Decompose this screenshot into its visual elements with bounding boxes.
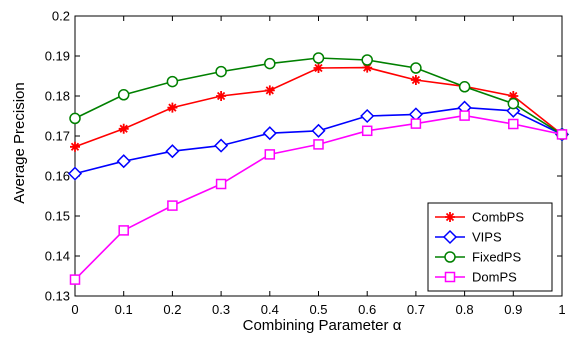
- data-point-fixedps: [264, 57, 276, 70]
- x-tick-label: 0.3: [212, 302, 230, 317]
- data-point-domps: [508, 118, 519, 130]
- y-tick-label: 0.15: [45, 209, 70, 224]
- data-point-fixedps: [215, 65, 227, 78]
- data-point-vips: [214, 138, 229, 153]
- x-tick-label: 0.1: [115, 302, 133, 317]
- x-tick-label: 0.8: [456, 302, 474, 317]
- legend-label-combps: CombPS: [472, 210, 524, 225]
- y-axis-ticks: 0.13 0.14 0.15 0.16 0.17 0.18 0.19 0.2: [45, 9, 562, 304]
- x-tick-label: 0.4: [261, 302, 279, 317]
- legend-label-vips: VIPS: [472, 230, 502, 245]
- data-point-domps: [410, 118, 422, 129]
- x-axis-label: Combining Parameter α: [243, 317, 402, 334]
- data-point-fixedps: [361, 54, 373, 66]
- legend: CombPS VIPS FixedPS DomPS: [427, 202, 553, 292]
- y-tick-label: 0.16: [45, 169, 70, 184]
- data-point-domps: [118, 225, 129, 236]
- x-tick-label: 0.9: [504, 302, 522, 317]
- y-tick-label: 0.2: [52, 9, 70, 24]
- data-point-domps: [215, 178, 227, 190]
- legend-marker-domps: [444, 271, 456, 283]
- legend-marker-combps: [445, 212, 455, 222]
- legend-label-domps: DomPS: [472, 270, 517, 285]
- y-tick-label: 0.13: [45, 289, 70, 304]
- y-tick-label: 0.14: [45, 249, 70, 264]
- data-point-combps: [508, 91, 519, 101]
- y-tick-label: 0.17: [45, 129, 70, 144]
- x-tick-label: 0: [71, 302, 78, 317]
- data-point-combps: [118, 123, 129, 134]
- data-point-domps: [313, 139, 324, 150]
- data-point-fixedps: [117, 89, 130, 101]
- y-tick-label: 0.19: [45, 49, 70, 64]
- data-point-vips: [360, 108, 375, 124]
- legend-marker-vips: [442, 229, 458, 245]
- data-point-domps: [167, 200, 178, 211]
- data-point-fixedps: [312, 52, 325, 64]
- data-point-fixedps: [69, 112, 81, 125]
- x-tick-label: 0.5: [309, 302, 327, 317]
- data-point-domps: [556, 129, 568, 140]
- data-point-fixedps: [166, 75, 179, 88]
- data-point-domps: [361, 125, 373, 137]
- data-point-vips: [67, 166, 83, 181]
- data-point-vips: [165, 144, 180, 159]
- data-point-combps: [216, 91, 227, 101]
- data-point-domps: [459, 110, 470, 121]
- x-axis-ticks: 0 0.1 0.2 0.3 0.4 0.5 0.6 0.7 0.8 0.9 1: [71, 16, 566, 317]
- data-point-domps: [264, 149, 276, 160]
- data-point-vips: [262, 126, 277, 141]
- data-point-combps: [264, 85, 275, 96]
- data-point-combps: [313, 63, 324, 73]
- series-group: [67, 52, 570, 285]
- x-tick-label: 0.7: [407, 302, 425, 317]
- data-point-combps: [410, 75, 421, 85]
- y-axis-label: Average Precision: [11, 82, 28, 203]
- data-point-combps: [167, 102, 178, 113]
- x-tick-label: 1: [558, 302, 565, 317]
- data-point-combps: [362, 62, 373, 73]
- data-point-vips: [116, 154, 131, 169]
- data-point-fixedps: [458, 81, 471, 93]
- x-tick-label: 0.6: [358, 302, 376, 317]
- x-tick-label: 0.2: [163, 302, 181, 317]
- y-tick-label: 0.18: [45, 89, 70, 104]
- data-point-combps: [70, 141, 80, 152]
- data-point-fixedps: [410, 62, 422, 74]
- data-point-fixedps: [507, 97, 520, 110]
- legend-label-fixedps: FixedPS: [472, 250, 521, 265]
- data-point-domps: [69, 274, 81, 285]
- legend-marker-fixedps: [444, 251, 456, 263]
- data-point-vips: [311, 123, 326, 138]
